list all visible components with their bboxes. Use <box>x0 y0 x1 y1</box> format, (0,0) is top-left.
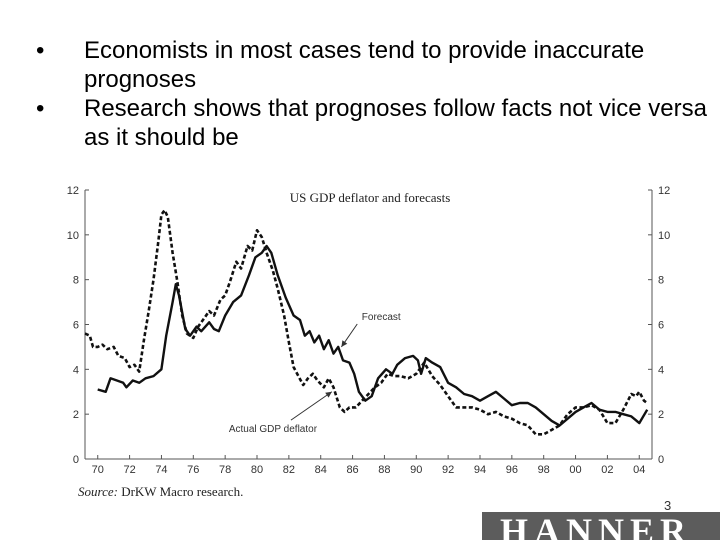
x-tick-label: 94 <box>474 464 486 475</box>
x-tick-label: 84 <box>315 464 327 475</box>
x-tick-label: 98 <box>538 464 550 475</box>
x-tick-label: 76 <box>187 464 199 475</box>
bullet-text: Economists in most cases tend to provide… <box>84 37 645 93</box>
x-tick-label: 04 <box>633 464 645 475</box>
series-line-actual-gdp-deflator <box>84 208 648 436</box>
logo: HANNER <box>482 512 720 540</box>
series-line-forecast <box>97 244 649 427</box>
x-tick-label: 92 <box>442 464 454 475</box>
bullet-marker: • <box>36 37 45 64</box>
annotations: Forecast Actual GDP deflator <box>229 312 401 435</box>
x-tick-label: 82 <box>283 464 295 475</box>
chart-title: US GDP deflator and forecasts <box>290 190 451 205</box>
source-prefix: Source: <box>78 484 118 499</box>
x-tick-label: 86 <box>346 464 358 475</box>
x-tick-label: 00 <box>569 464 581 475</box>
annotation-arrowhead <box>341 340 348 347</box>
y-tick-label-right: 12 <box>658 185 670 197</box>
y-tick-label-left: 0 <box>73 454 79 466</box>
y-tick-label-left: 2 <box>73 409 79 421</box>
y-tick-label-right: 0 <box>658 454 664 466</box>
source-text: DrKW Macro research. <box>121 484 244 499</box>
source-note: Source: DrKW Macro research. <box>78 484 243 500</box>
logo-text: HANNER <box>500 512 693 540</box>
x-tick-label: 88 <box>378 464 390 475</box>
bullet-list: • Economists in most cases tend to provi… <box>28 36 708 152</box>
bullet-marker: • <box>36 95 45 122</box>
y-tick-label-left: 6 <box>73 320 79 332</box>
y-tick-label-right: 8 <box>658 275 664 287</box>
x-tick-label: 72 <box>123 464 135 475</box>
x-tick-label: 80 <box>251 464 263 475</box>
x-tick-label: 74 <box>155 464 167 475</box>
page-number: 3 <box>664 498 672 513</box>
bullet-item-2: • Research shows that prognoses follow f… <box>28 94 708 152</box>
y-tick-label-left: 8 <box>73 275 79 287</box>
bullet-text: Research shows that prognoses follow fac… <box>84 95 707 151</box>
y-tick-label-right: 6 <box>658 320 664 332</box>
y-tick-label-left: 4 <box>73 364 79 376</box>
annotation-arrowhead <box>325 391 332 398</box>
bullet-item-1: • Economists in most cases tend to provi… <box>28 36 708 94</box>
y-tick-label-left: 10 <box>67 230 79 242</box>
y-tick-label-left: 12 <box>67 185 79 197</box>
annotation-label: Forecast <box>362 312 401 323</box>
series-lines <box>84 208 649 436</box>
annotation-arrow <box>290 391 333 421</box>
x-tick-label: 70 <box>92 464 104 475</box>
x-tick-label: 90 <box>410 464 422 475</box>
annotation-label: Actual GDP deflator <box>229 424 318 435</box>
y-tick-label-right: 4 <box>658 364 664 376</box>
x-tick-label: 96 <box>506 464 518 475</box>
x-tick-label: 02 <box>601 464 613 475</box>
x-tick-label: 78 <box>219 464 231 475</box>
y-tick-label-right: 2 <box>658 409 664 421</box>
y-tick-label-right: 10 <box>658 230 670 242</box>
